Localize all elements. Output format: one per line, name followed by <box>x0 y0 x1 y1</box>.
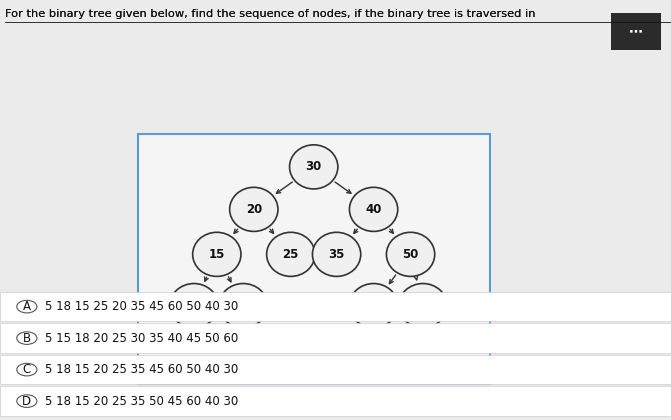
Ellipse shape <box>350 187 398 231</box>
Text: 5 18 15 20 25 35 45 60 50 40 30: 5 18 15 20 25 35 45 60 50 40 30 <box>45 363 238 376</box>
Ellipse shape <box>219 284 267 328</box>
Text: 30: 30 <box>305 160 322 173</box>
Ellipse shape <box>289 145 338 189</box>
FancyBboxPatch shape <box>0 355 671 384</box>
Text: 20: 20 <box>246 203 262 216</box>
Text: A: A <box>23 300 31 313</box>
Ellipse shape <box>399 284 447 328</box>
FancyBboxPatch shape <box>0 386 671 416</box>
Circle shape <box>17 300 37 313</box>
Text: D: D <box>22 395 32 407</box>
Text: 40: 40 <box>366 203 382 216</box>
Ellipse shape <box>170 284 218 328</box>
FancyBboxPatch shape <box>138 134 490 384</box>
Text: ⋯: ⋯ <box>629 24 643 39</box>
FancyBboxPatch shape <box>611 13 661 50</box>
Text: 18: 18 <box>235 299 252 312</box>
Text: B: B <box>23 332 31 344</box>
Text: For the binary tree given below, find the sequence of nodes, if the binary tree : For the binary tree given below, find th… <box>5 9 539 19</box>
Text: 60: 60 <box>415 299 431 312</box>
Circle shape <box>17 395 37 407</box>
Text: 35: 35 <box>328 248 345 261</box>
Text: 5: 5 <box>190 299 198 312</box>
Circle shape <box>17 332 37 344</box>
Ellipse shape <box>313 232 361 276</box>
Ellipse shape <box>229 187 278 231</box>
Text: 15: 15 <box>209 248 225 261</box>
Ellipse shape <box>193 232 241 276</box>
FancyBboxPatch shape <box>0 292 671 321</box>
Text: C: C <box>23 363 31 376</box>
Ellipse shape <box>386 232 435 276</box>
Ellipse shape <box>350 284 398 328</box>
FancyBboxPatch shape <box>0 323 671 353</box>
Text: 45: 45 <box>365 299 382 312</box>
Text: 5 18 15 20 25 35 50 45 60 40 30: 5 18 15 20 25 35 50 45 60 40 30 <box>45 395 238 407</box>
Text: 50: 50 <box>403 248 419 261</box>
Circle shape <box>17 363 37 376</box>
Ellipse shape <box>266 232 315 276</box>
Text: 25: 25 <box>282 248 299 261</box>
Text: 5 15 18 20 25 30 35 40 45 50 60: 5 15 18 20 25 30 35 40 45 50 60 <box>45 332 238 344</box>
Text: For the binary tree given below, find the sequence of nodes, if the binary tree : For the binary tree given below, find th… <box>5 9 539 19</box>
Text: 5 18 15 25 20 35 45 60 50 40 30: 5 18 15 25 20 35 45 60 50 40 30 <box>45 300 238 313</box>
